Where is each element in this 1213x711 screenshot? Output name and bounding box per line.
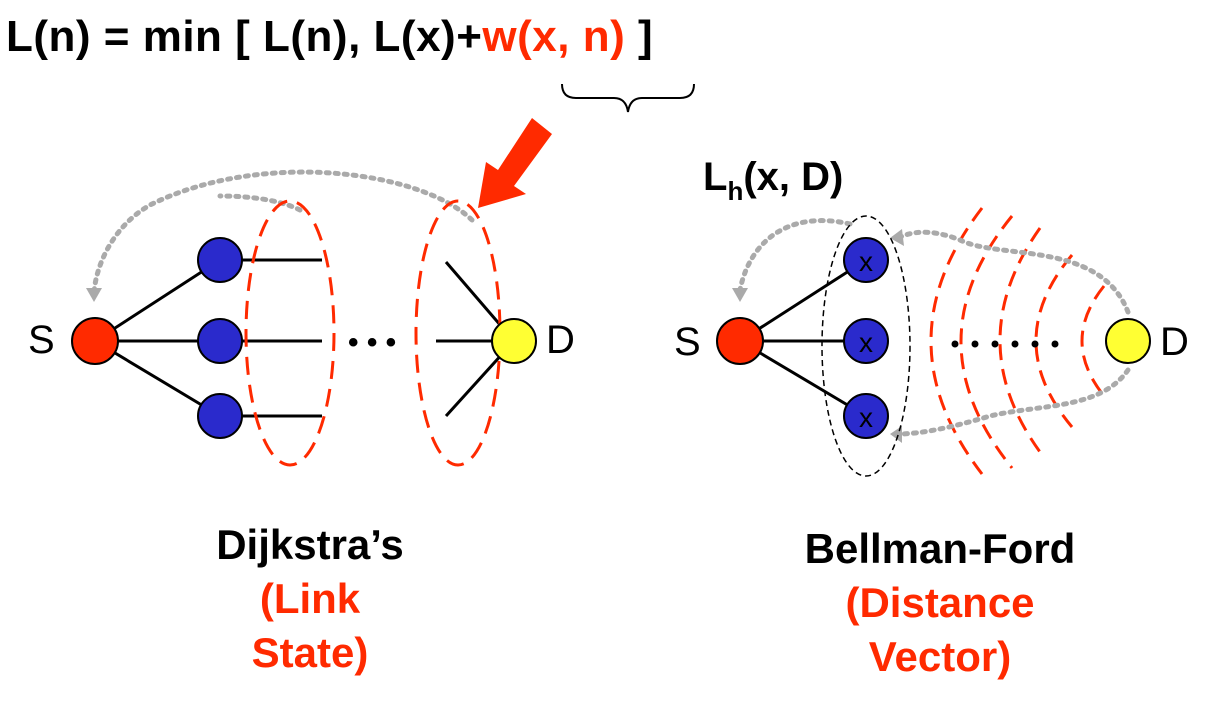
bellman-ford-title: Bellman-Ford bbox=[804, 525, 1076, 572]
neighbor-node bbox=[843, 393, 889, 439]
bf-arrowhead bbox=[890, 229, 904, 246]
edge bbox=[94, 339, 221, 418]
dijkstra-caption: Dijkstra’s (Link State) bbox=[160, 518, 460, 680]
frontier-ellipse bbox=[414, 199, 502, 467]
source-node bbox=[716, 317, 764, 365]
right-source-label: S bbox=[674, 320, 701, 364]
intermediate-node bbox=[197, 318, 243, 364]
dijkstra-subtitle-2: State) bbox=[251, 629, 369, 676]
neighbor-node-label: x bbox=[859, 402, 873, 433]
neighbor-ellipse bbox=[821, 215, 911, 477]
wavefront-arc bbox=[998, 227, 1042, 453]
update-formula: L(n) = min [ L(n), L(x)+w(x, n) ] bbox=[6, 12, 653, 62]
source-node bbox=[71, 317, 119, 365]
right-dest-label: D bbox=[1160, 320, 1189, 364]
dijkstra-subtitle-1: (Link bbox=[259, 575, 361, 622]
lh-main: L bbox=[703, 155, 728, 199]
edge bbox=[739, 258, 867, 343]
dijkstra-arrowhead bbox=[86, 288, 102, 302]
bf-ellipsis bbox=[951, 340, 1059, 348]
destination-node bbox=[491, 318, 537, 364]
edge bbox=[94, 258, 221, 343]
formula-weight-term: w(x, n) bbox=[482, 12, 626, 61]
bellman-ford-subtitle-2: Vector) bbox=[868, 633, 1012, 680]
neighbor-node-label: x bbox=[859, 246, 873, 277]
left-source-label: S bbox=[28, 318, 55, 362]
lh-label: Lh(x, D) bbox=[703, 155, 843, 207]
bellman-ford-subtitle-1: (Distance bbox=[845, 579, 1035, 626]
lh-sub: h bbox=[727, 176, 744, 206]
neighbor-node bbox=[843, 318, 889, 364]
neighbor-node-label: x bbox=[859, 327, 873, 358]
dijkstra-dotted-arrow bbox=[91, 169, 475, 297]
dijkstra-diagram: • • • bbox=[71, 169, 537, 467]
destination-node bbox=[1105, 318, 1151, 364]
frontier-ellipse bbox=[244, 199, 336, 467]
bf-arrowhead bbox=[732, 288, 748, 302]
wavefront-arc bbox=[1080, 285, 1106, 397]
lh-rest: (x, D) bbox=[743, 155, 844, 199]
dijkstra-ellipsis: • • • bbox=[348, 326, 396, 359]
bf-dotted-arrow-top bbox=[895, 229, 1131, 315]
intermediate-node bbox=[197, 393, 243, 439]
bellman-ford-diagram: x x x bbox=[716, 207, 1151, 477]
edge bbox=[739, 339, 867, 418]
neighbor-node bbox=[843, 237, 889, 283]
dijkstra-dotted-arrow-short bbox=[217, 193, 303, 213]
wavefront-arc bbox=[959, 215, 1014, 469]
underbrace bbox=[561, 83, 695, 113]
formula-text-2: ] bbox=[625, 12, 654, 61]
bellman-ford-caption: Bellman-Ford (Distance Vector) bbox=[780, 522, 1100, 684]
left-dest-label: D bbox=[546, 318, 575, 362]
red-pointer-arrow bbox=[478, 118, 552, 208]
bf-dotted-arrow-bottom bbox=[895, 367, 1131, 437]
intermediate-node bbox=[197, 237, 243, 283]
formula-text-1: L(n) = min [ L(n), L(x)+ bbox=[6, 12, 483, 61]
bf-dotted-arrow-left bbox=[737, 218, 853, 293]
dijkstra-title: Dijkstra’s bbox=[216, 521, 404, 568]
